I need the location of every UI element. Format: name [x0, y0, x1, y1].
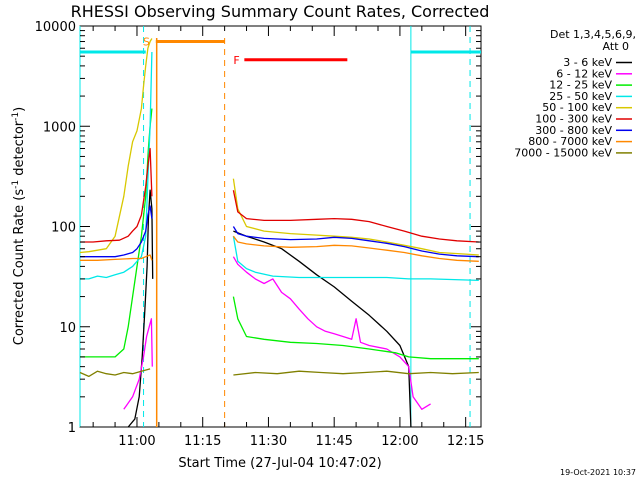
series-line-7-segment-0 [80, 254, 153, 261]
plot-area [79, 25, 482, 428]
chart-title: RHESSI Observing Summary Count Rates, Co… [71, 2, 490, 21]
series-line-5-segment-1 [232, 190, 479, 243]
legend-label-5: 100 - 300 keV [535, 113, 612, 126]
legend-header-line-1: Det 1,3,4,5,6,9, [550, 28, 636, 41]
series-line-2-segment-1 [232, 296, 479, 360]
y-axis-label-sup2: -1 [11, 112, 21, 121]
legend-label-3: 25 - 50 keV [549, 90, 612, 103]
x-tick-label-4: 12:00 [381, 434, 418, 449]
series-line-3-segment-1 [232, 236, 479, 282]
y-tick-label-1: 10 [59, 321, 76, 336]
y-axis-label-sup1: -1 [11, 180, 21, 189]
series-line-6-segment-0 [80, 205, 153, 258]
x-axis-ticks: 11:00 11:15 11:30 11:45 12:00 12:15 [92, 26, 484, 449]
series-line-1-segment-0 [123, 318, 153, 410]
legend-label-7: 800 - 7000 keV [528, 135, 612, 148]
legend-label-0: 3 - 6 keV [563, 56, 612, 69]
y-axis-label-end: ) [12, 107, 27, 112]
timestamp-stamp: 19-Oct-2021 10:37 [560, 468, 636, 477]
series-line-0-segment-0 [127, 189, 154, 428]
y-tick-label-2: 100 [51, 221, 76, 236]
plot-frame [79, 25, 482, 428]
series-lines [79, 38, 479, 428]
x-tick-label-5: 12:15 [447, 434, 484, 449]
x-tick-label-0: 11:00 [118, 434, 155, 449]
series-line-4-segment-1 [232, 178, 479, 256]
x-axis-label: Start Time (27-Jul-04 10:47:02) [178, 456, 381, 471]
legend-label-8: 7000 - 15000 keV [514, 146, 612, 159]
series-line-7-segment-1 [232, 235, 479, 262]
legend-label-6: 300 - 800 keV [535, 124, 612, 137]
series-line-0-segment-1 [233, 230, 412, 428]
flag-f-label: F [233, 54, 239, 67]
flags: SF [143, 36, 348, 67]
legend-header-line-2: Att 0 [603, 40, 629, 53]
series-line-8-segment-1 [233, 370, 479, 376]
y-axis-label: Corrected Count Rate (s-1 detector-1) [11, 107, 27, 345]
legend-label-1: 6 - 12 keV [556, 67, 612, 80]
y-tick-label-0: 1 [68, 421, 76, 436]
y-axis-label-mid: detector [12, 120, 27, 180]
y-axis-ticks: 1 10 100 1000 10000 [35, 20, 481, 436]
series-line-3-segment-0 [80, 51, 153, 280]
legend-label-4: 50 - 100 keV [542, 101, 612, 114]
legend-label-2: 12 - 25 keV [549, 79, 612, 92]
series-line-8-segment-0 [79, 368, 151, 378]
y-tick-label-4: 10000 [35, 20, 76, 35]
series-line-5-segment-0 [80, 147, 153, 243]
x-tick-label-1: 11:15 [184, 434, 221, 449]
y-axis-label-main: Corrected Count Rate (s [12, 189, 27, 346]
series-line-4-segment-0 [79, 38, 153, 254]
x-tick-label-3: 11:45 [315, 434, 352, 449]
series-line-6-segment-1 [232, 226, 479, 258]
y-tick-label-3: 1000 [43, 120, 76, 135]
series-line-1-segment-1 [232, 256, 431, 410]
flag-s-label: S [143, 36, 150, 49]
x-tick-label-2: 11:30 [250, 434, 287, 449]
guide-lines [79, 26, 481, 427]
